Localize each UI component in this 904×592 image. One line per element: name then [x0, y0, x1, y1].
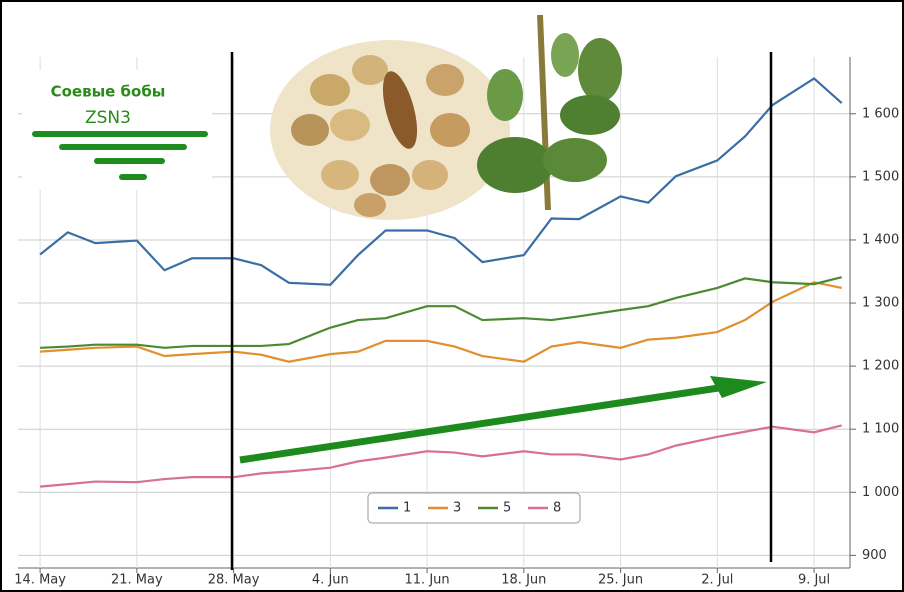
lines: [39, 77, 843, 488]
series-line: [39, 77, 843, 286]
annotation: Соевые бобы: [51, 83, 166, 101]
label-box: [22, 70, 212, 190]
legend-label: 8: [553, 501, 561, 516]
legend-label: 1: [403, 501, 411, 516]
series-line: [40, 281, 842, 363]
y-tick-label: 900: [862, 548, 887, 563]
y-tick-label: 1 400: [862, 232, 899, 247]
series-line: [40, 424, 842, 488]
annotation: ZSN3: [85, 108, 131, 128]
legend-label: 3: [453, 501, 461, 516]
x-tick-label: 25. Jun: [598, 573, 643, 588]
decor-lines: [32, 131, 208, 180]
x-tick-label: 9. Jul: [798, 573, 830, 588]
y-tick-label: 1 600: [862, 106, 899, 121]
y-tick-label: 1 000: [862, 485, 899, 500]
x-tick-label: 4. Jun: [312, 573, 349, 588]
x-tick-label: 21. May: [111, 573, 163, 588]
trend-arrow: [239, 380, 746, 464]
series-line: [40, 276, 842, 349]
legend: 1 3 5 8: [367, 492, 581, 524]
arrow-head: [710, 376, 767, 398]
x-tick-label: 14. May: [14, 573, 66, 588]
y-tick-label: 1 300: [862, 296, 899, 311]
legend-label: 5: [503, 501, 511, 516]
beans-picture: [270, 14, 622, 220]
y-tick-label: 1 500: [862, 169, 899, 184]
x-tick-label: 28. May: [208, 573, 260, 588]
y-tick-label: 1 100: [862, 422, 899, 437]
x-tick-label: 2. Jul: [701, 573, 733, 588]
y-tick-label: 1 200: [862, 359, 899, 374]
x-tick-label: 18. Jun: [501, 573, 546, 588]
legend-box: [367, 492, 581, 524]
x-tick-label: 11. Jun: [405, 573, 450, 588]
